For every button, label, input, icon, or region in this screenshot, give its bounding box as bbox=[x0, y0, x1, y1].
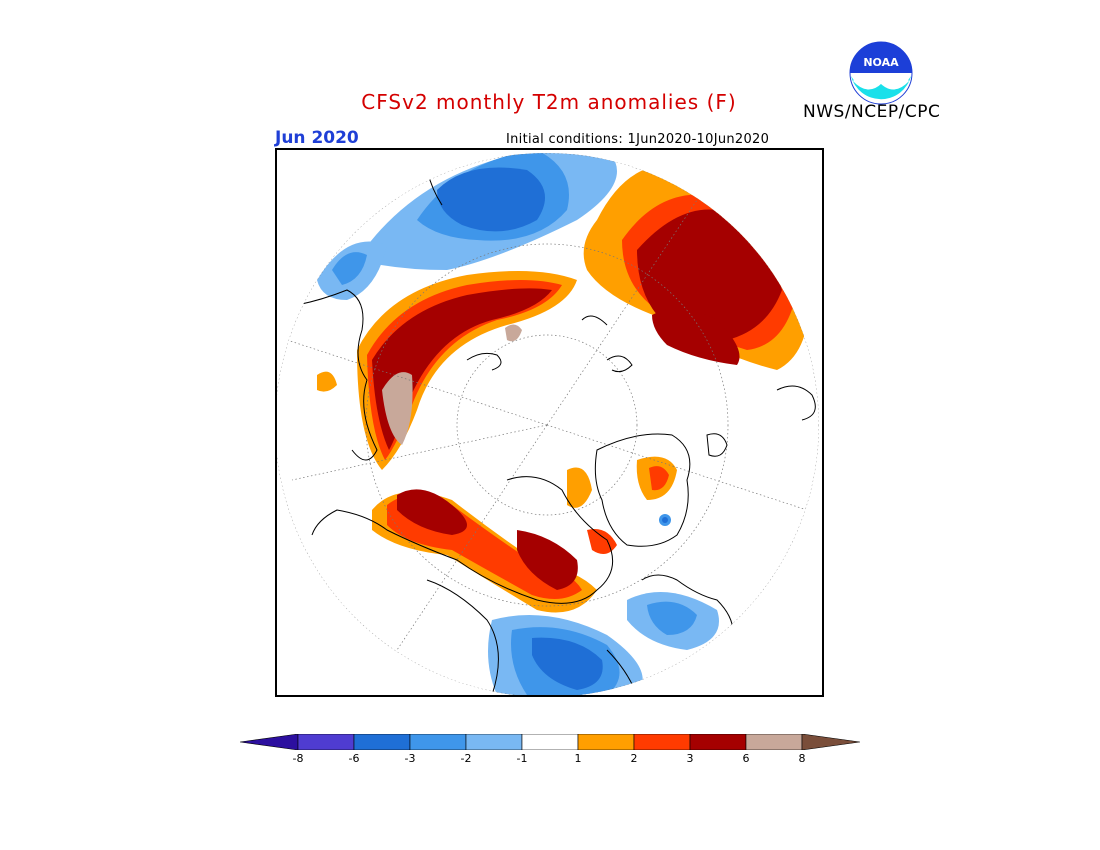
colorbar-tick-label: 2 bbox=[630, 752, 638, 765]
noaa-logo-text: NOAA bbox=[863, 56, 899, 69]
colorbar-tick-label: -6 bbox=[348, 752, 360, 765]
colorbar-tick-label: -3 bbox=[404, 752, 416, 765]
initial-conditions: Initial conditions: 1Jun2020-10Jun2020 bbox=[506, 132, 770, 147]
graticule bbox=[277, 153, 819, 695]
colorbar-tick-label: 8 bbox=[798, 752, 806, 765]
colorbar-tick-label: -8 bbox=[292, 752, 304, 765]
chart-title: CFSv2 monthly T2m anomalies (F) bbox=[361, 90, 737, 114]
anomaly-redorange-ellesmere bbox=[587, 529, 617, 554]
colorbar-tick-label: -1 bbox=[516, 752, 528, 765]
colorbar-tick-label: -2 bbox=[460, 752, 472, 765]
agency-label: NWS/NCEP/CPC bbox=[803, 102, 941, 122]
colorbar-box bbox=[689, 734, 747, 750]
anomaly-darkred-west-russia bbox=[372, 288, 552, 450]
colorbar-tick-label: 1 bbox=[574, 752, 582, 765]
colorbar-tick-label: 3 bbox=[686, 752, 694, 765]
color-bar bbox=[240, 734, 860, 750]
anomaly-darkred-siberia-2 bbox=[652, 308, 740, 365]
anomaly-dark-blue-north bbox=[437, 167, 545, 232]
colorbar-tick-label: 6 bbox=[742, 752, 750, 765]
anomaly-tan-west-russia bbox=[382, 372, 413, 445]
colorbar-box bbox=[409, 734, 467, 750]
anomaly-dark-blue-pacific bbox=[532, 637, 603, 690]
colorbar-box bbox=[521, 734, 579, 750]
anomaly-mid-blue-east bbox=[647, 601, 697, 635]
anomaly-orange-scandinavia bbox=[317, 371, 337, 392]
anomaly-tan-west-russia-2 bbox=[505, 324, 522, 342]
map-frame bbox=[275, 148, 824, 697]
anomaly-redorange-greenland-east bbox=[649, 466, 669, 491]
colorbar-box bbox=[745, 734, 803, 750]
anomaly-darkred-hudson bbox=[517, 530, 578, 590]
colorbar-box bbox=[577, 734, 635, 750]
colorbar-arrow-right bbox=[801, 734, 860, 750]
colorbar-box bbox=[465, 734, 523, 750]
colorbar-box bbox=[297, 734, 355, 750]
anomaly-darkred-siberia bbox=[637, 209, 782, 340]
noaa-logo: NOAA bbox=[849, 41, 913, 105]
polar-map bbox=[277, 153, 819, 695]
colorbar-box bbox=[353, 734, 411, 750]
forecast-period: Jun 2020 bbox=[275, 128, 359, 148]
anomaly-mid-blue-west bbox=[332, 252, 367, 285]
anomaly-darkred-canada bbox=[397, 489, 467, 535]
colorbar-box bbox=[633, 734, 691, 750]
colorbar-arrow-left bbox=[240, 734, 299, 750]
anomaly-orange-arctic-islands bbox=[567, 467, 592, 508]
